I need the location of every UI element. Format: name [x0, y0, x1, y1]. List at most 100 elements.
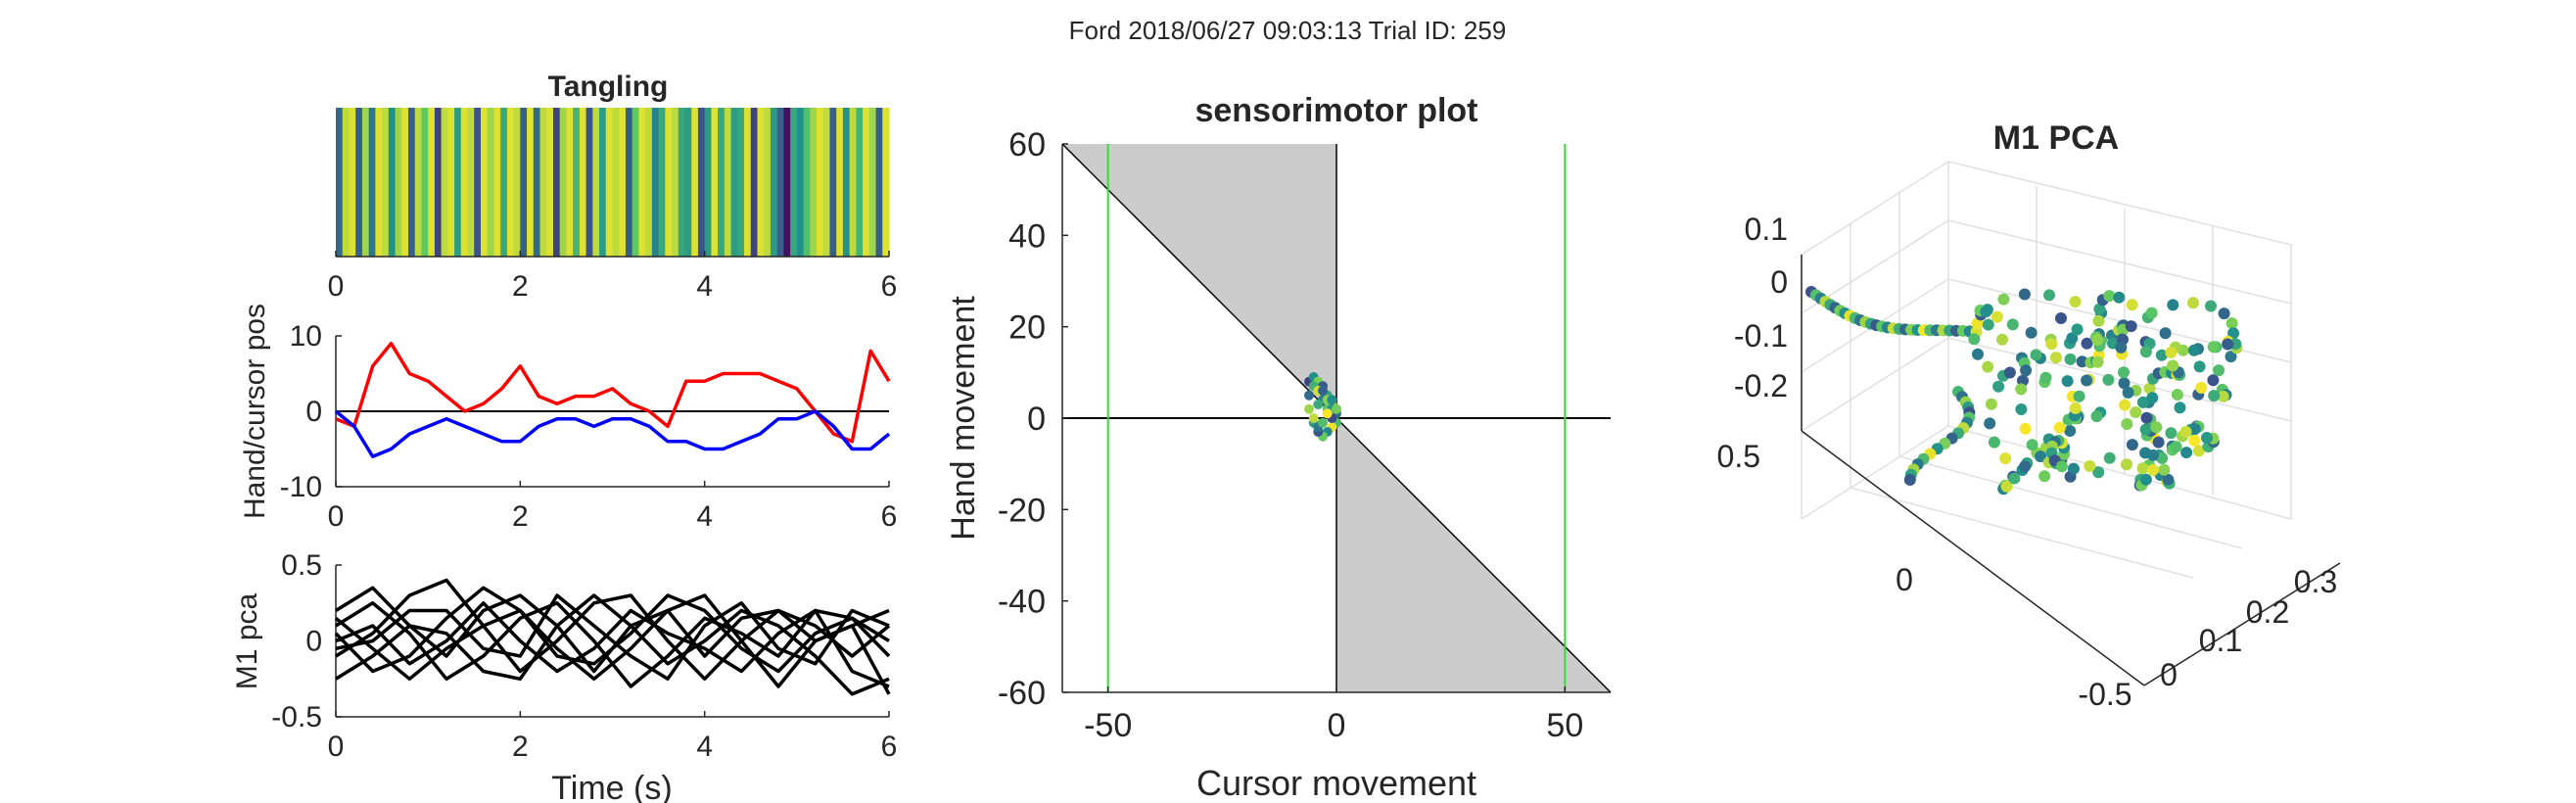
- y-tick-label: 0: [1896, 562, 1913, 597]
- heatmap-cell: [506, 108, 515, 257]
- trajectory-point: [2090, 410, 2103, 423]
- heatmap-cell: [474, 108, 482, 257]
- heatmap-cell: [585, 108, 593, 257]
- trajectory-point: [2043, 289, 2055, 302]
- heatmap-cell: [401, 108, 409, 257]
- heatmap-cell: [619, 108, 627, 257]
- tangling-title: Tangling: [548, 71, 669, 103]
- trajectory-point: [2115, 341, 2128, 354]
- trajectory-point: [2038, 470, 2051, 483]
- series-line-4: [335, 593, 890, 696]
- heatmap-cell: [368, 108, 376, 257]
- heatmap-cell: [764, 108, 772, 257]
- heatmap-cell: [737, 108, 745, 257]
- trajectory-point: [2187, 297, 2199, 309]
- trajectory-point: [2139, 473, 2152, 486]
- trajectory-point: [2162, 473, 2175, 486]
- x-tick-label: 50: [1546, 707, 1583, 744]
- heatmap-cell: [382, 108, 390, 257]
- heatmap-cell: [407, 108, 416, 257]
- heatmap-cell: [704, 108, 712, 257]
- sensorimotor-ylabel: Hand movement: [945, 296, 982, 541]
- heatmap-cell: [849, 108, 857, 257]
- trajectory-point: [2147, 463, 2159, 476]
- trajectory-point: [2126, 299, 2138, 311]
- heatmap-cell: [349, 108, 356, 257]
- trajectory-point: [2130, 406, 2142, 418]
- trajectory-point: [2006, 318, 2019, 331]
- y-tick-label: 40: [1008, 217, 1046, 255]
- trajectory-point: [2139, 423, 2152, 436]
- heatmap-cell: [638, 108, 646, 257]
- trajectory-point: [2045, 338, 2058, 351]
- trajectory-point: [2136, 462, 2149, 475]
- data-point: [1318, 417, 1328, 428]
- trajectory-point: [2195, 382, 2208, 394]
- figure-title: Ford 2018/06/27 09:03:13 Trial ID: 259: [1069, 16, 1507, 45]
- trajectory-point: [2091, 355, 2104, 368]
- heatmap-cell: [658, 108, 666, 257]
- heatmap-cell: [573, 108, 581, 257]
- y-tick-label: -10: [280, 471, 322, 503]
- heatmap-cell: [684, 108, 692, 257]
- heatmap-cell: [539, 108, 547, 257]
- series-line-8: [334, 593, 891, 695]
- y-tick-label: 0.5: [281, 549, 322, 582]
- trajectory-point: [2147, 449, 2160, 461]
- y-tick-label: 60: [1008, 126, 1046, 164]
- trajectory-point: [2225, 317, 2238, 330]
- x-tick-label: 4: [696, 270, 713, 303]
- heatmap-cell: [744, 108, 752, 257]
- heatmap-cell: [625, 108, 633, 257]
- trajectory-point: [1999, 452, 2012, 465]
- trajectory-point: [2136, 396, 2149, 408]
- trajectory-point: [2055, 460, 2068, 473]
- heatmap-cell: [651, 108, 660, 257]
- trajectory-point: [2179, 426, 2192, 438]
- x-tick-label: 0: [328, 500, 345, 533]
- tangling-x-ticks: 0 2 4 6: [328, 251, 897, 303]
- y-tick-label: -0.5: [271, 701, 322, 733]
- x-tick-label: 2: [512, 500, 529, 533]
- trajectory-point: [2207, 374, 2220, 387]
- trajectory-point: [2061, 375, 2074, 388]
- x-tick-label: 2: [512, 731, 529, 763]
- sensorimotor-points: [1304, 372, 1341, 442]
- trajectory-point: [2205, 300, 2217, 312]
- x-tick-label: 0: [1328, 707, 1346, 744]
- trajectory-point: [1988, 436, 2000, 449]
- trajectory-point: [1982, 360, 1994, 373]
- trajectory-point: [2188, 423, 2201, 436]
- tangling-heatmap: [336, 108, 890, 257]
- trajectory-point: [2156, 451, 2169, 464]
- tangling-panel: Tangling 0 2 4 6: [328, 71, 898, 303]
- m1pca-ylabel: M1 pca: [231, 593, 263, 690]
- trajectory-point: [2222, 338, 2234, 351]
- z-tick-label: -0.1: [1734, 318, 1788, 354]
- trajectory-point: [2030, 349, 2042, 361]
- y-tick-label: 0: [305, 396, 322, 428]
- trajectory-point: [2225, 351, 2237, 363]
- x-tick-label: 0.1: [2199, 623, 2242, 658]
- trajectory-point: [2019, 460, 2032, 473]
- heatmap-cell: [810, 108, 818, 257]
- heatmap-cell: [487, 108, 495, 257]
- trajectory-point: [2019, 422, 2032, 435]
- trajectory-point: [2076, 355, 2088, 368]
- heatmap-cell: [361, 108, 370, 257]
- m1pca-xlabel: Time (s): [551, 770, 672, 803]
- y-tick-label: 0.5: [1717, 439, 1760, 474]
- y-tick-label: -40: [998, 584, 1046, 621]
- trajectory-point: [2180, 447, 2193, 459]
- trajectory-point: [2218, 307, 2230, 320]
- heatmap-cell: [842, 108, 851, 257]
- heatmap-cell: [875, 108, 883, 257]
- series-line-3: [334, 586, 890, 674]
- heatmap-cell: [672, 108, 679, 257]
- heatmap-cell: [697, 108, 706, 257]
- m1pca-ticks: 0 2 4 6-0.500.5: [271, 549, 897, 763]
- trajectory-point: [2152, 436, 2165, 449]
- heatmap-cell: [527, 108, 535, 257]
